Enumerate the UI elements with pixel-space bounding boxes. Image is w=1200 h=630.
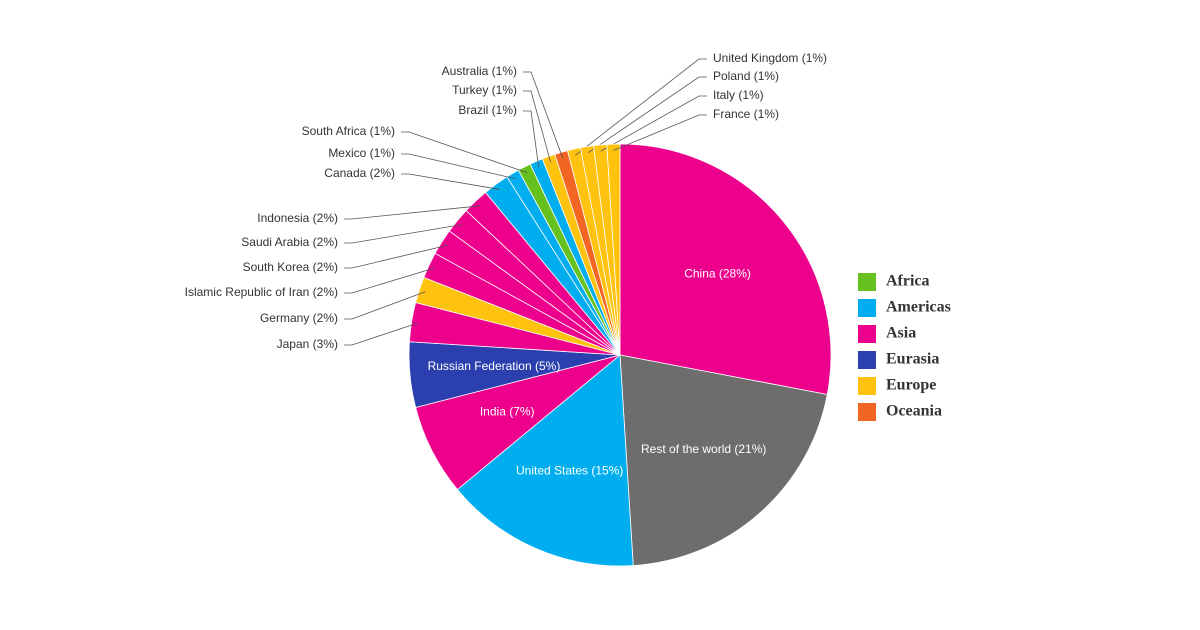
- legend-label: Eurasia: [886, 351, 939, 368]
- leader-line: [344, 205, 480, 220]
- leader-line: [523, 90, 552, 163]
- legend-label: Americas: [886, 299, 951, 316]
- leader-line: [587, 76, 707, 154]
- leader-line: [600, 95, 707, 152]
- slice-label: Islamic Republic of Iran (2%): [185, 285, 338, 299]
- slice-label: Poland (1%): [713, 69, 779, 83]
- legend-label: Europe: [886, 377, 936, 394]
- legend-label: Asia: [886, 325, 916, 342]
- pie-slice: [456, 354, 634, 567]
- legend-swatch: [858, 377, 876, 395]
- slice-label: Germany (2%): [260, 311, 338, 325]
- slice-label: China (28%): [684, 266, 751, 280]
- legend-label: Africa: [886, 273, 930, 290]
- slice-label: Australia (1%): [442, 64, 517, 78]
- leader-line: [344, 291, 426, 320]
- leader-line: [575, 58, 707, 156]
- legend-swatch: [858, 273, 876, 291]
- leader-line: [344, 322, 418, 346]
- leader-line: [523, 71, 564, 159]
- pie-slice: [606, 143, 621, 356]
- leader-line: [401, 173, 500, 190]
- legend-swatch: [858, 351, 876, 369]
- leader-line: [523, 110, 540, 168]
- leader-line: [344, 244, 448, 269]
- legend-label: Oceania: [886, 403, 942, 420]
- slice-label: Saudi Arabia (2%): [241, 235, 338, 249]
- slice-label: United Kingdom (1%): [713, 51, 827, 65]
- slice-label: India (7%): [480, 405, 535, 419]
- slice-label: Italy (1%): [713, 88, 764, 102]
- leader-line: [401, 131, 528, 174]
- slice-label: Canada (2%): [324, 166, 395, 180]
- slice-label: Brazil (1%): [458, 103, 517, 117]
- leader-line: [344, 267, 435, 294]
- pie-slice: [619, 354, 828, 567]
- leader-line: [344, 224, 463, 244]
- legend-swatch: [858, 299, 876, 317]
- slice-label: South Africa (1%): [302, 124, 395, 138]
- slice-label: Mexico (1%): [328, 146, 395, 160]
- slice-label: Indonesia (2%): [257, 211, 338, 225]
- legend-swatch: [858, 325, 876, 343]
- slice-label: Rest of the world (21%): [641, 442, 766, 456]
- slice-label: South Korea (2%): [243, 260, 338, 274]
- slice-label: Turkey (1%): [452, 83, 517, 97]
- leader-line: [613, 114, 707, 151]
- leader-line: [401, 153, 516, 180]
- slice-label: Japan (3%): [277, 337, 338, 351]
- pie-slice: [619, 143, 832, 396]
- slice-label: France (1%): [713, 107, 779, 121]
- slice-label: Russian Federation (5%): [428, 359, 561, 373]
- slice-label: United States (15%): [516, 463, 623, 477]
- legend-swatch: [858, 403, 876, 421]
